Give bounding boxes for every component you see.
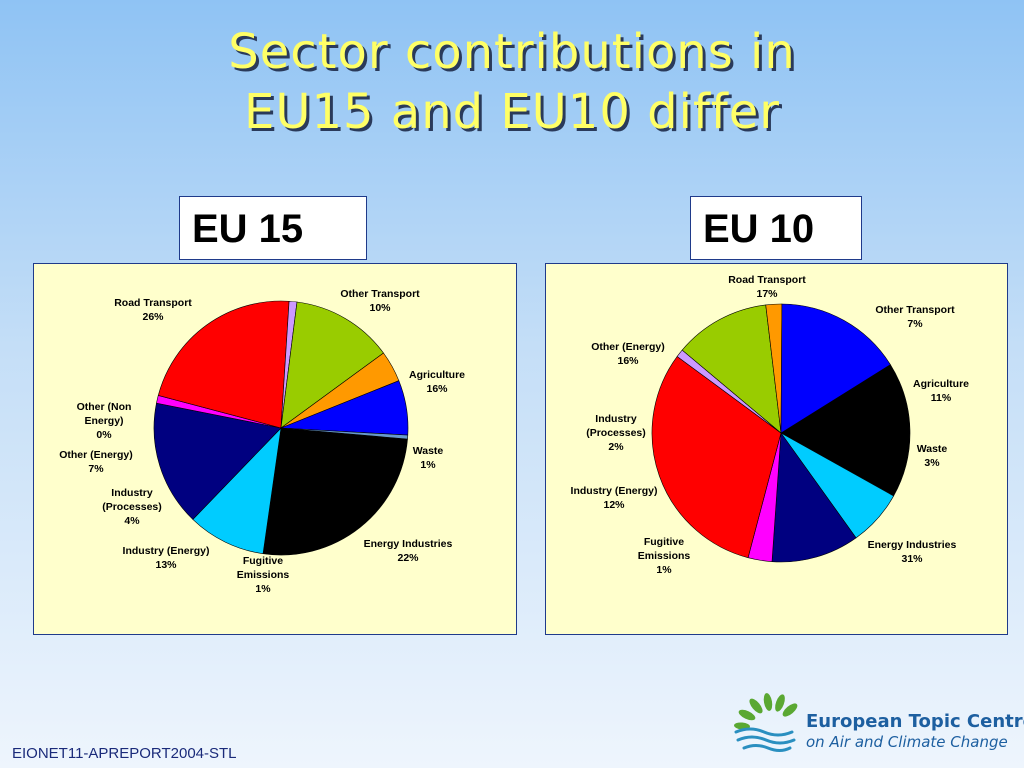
etc-logo-text: European Topic Centre on Air and Climate…	[806, 712, 1024, 752]
leaf-fan-water-icon	[734, 693, 798, 752]
eu10-value-label: 1%	[656, 564, 672, 576]
eu15-value-label: 0%	[96, 429, 112, 441]
eu15-slice-energy-industries	[157, 300, 290, 429]
eu10-label-industry-processes: Industry (Processes) 2%	[586, 413, 646, 453]
eu10-category-label: Agriculture	[913, 378, 969, 390]
eu10-label-industry-energy: Industry (Energy) 12%	[571, 485, 658, 511]
eu15-slice-other-non-energy	[280, 427, 409, 440]
eu10-slice-road-transport	[780, 364, 911, 497]
eu15-value-label: 13%	[155, 559, 177, 571]
eu15-category-label: Emissions	[237, 569, 290, 581]
eu15-value-label: 4%	[124, 515, 140, 527]
eu10-value-label: 16%	[617, 355, 639, 367]
eu10-category-label: Other Transport	[875, 304, 955, 316]
eu10-label-other-energy: Other (Energy) 16%	[591, 341, 665, 367]
eu15-label-energy-industries: Energy Industries 22%	[364, 538, 453, 564]
eu10-category-label: (Processes)	[586, 427, 646, 439]
eu10-category-label: Road Transport	[728, 274, 806, 286]
eu10-slice-energy-industries	[651, 356, 782, 559]
eu10-chart-panel: Road Transport 17% Other Transport 7% Agricu…	[545, 263, 1008, 635]
eu10-title: EU 10	[703, 207, 815, 251]
eu10-value-label: 3%	[924, 457, 940, 469]
eu15-category-label: (Processes)	[102, 501, 162, 513]
eu15-label-other-energy: Other (Energy) 7%	[59, 449, 133, 475]
eu10-value-label: 12%	[603, 499, 625, 511]
eu15-category-label: Industry	[111, 487, 153, 499]
eu15-chart-panel: Road Transport 26% Other Transport 10% Agric…	[33, 263, 517, 635]
eu15-slice-industry-energy	[280, 301, 384, 429]
eu10-label-waste: Waste 3%	[917, 443, 948, 469]
eu15-title: EU 15	[192, 207, 304, 251]
eu10-category-label: Other (Energy)	[591, 341, 665, 353]
eu15-category-label: Energy Industries	[364, 538, 453, 550]
eu10-category-label: Emissions	[638, 550, 691, 562]
eu15-category-label: Energy)	[84, 415, 123, 427]
eu15-value-label: 7%	[88, 463, 104, 475]
eu15-label-road-transport: Road Transport 26%	[114, 297, 192, 323]
eu15-category-label: Other (Energy)	[59, 449, 133, 461]
eu15-label-waste: Waste 1%	[413, 445, 444, 471]
eu15-slice-agriculture	[153, 402, 282, 520]
eu15-value-label: 26%	[142, 311, 164, 323]
eu10-category-label: Waste	[917, 443, 948, 455]
slide-title: Sector contributions in EU15 and EU10 di…	[0, 22, 1024, 142]
eu10-category-label: Industry	[595, 413, 637, 425]
eu10-label-road-transport: Road Transport 17%	[728, 274, 806, 300]
eu10-label-fugitive-emissions: Fugitive Emissions 1%	[638, 536, 691, 576]
eu10-pie-chart: Road Transport 17% Other Transport 7% Agricu…	[571, 274, 970, 576]
eu15-category-label: Other Transport	[340, 288, 420, 300]
eu15-label-industry-processes: Industry (Processes) 4%	[102, 487, 162, 527]
eu15-category-label: Agriculture	[409, 369, 465, 381]
logo-line2: on Air and Climate Change	[806, 733, 1008, 751]
eu10-category-label: Industry (Energy)	[571, 485, 658, 497]
eu15-value-label: 16%	[426, 383, 448, 395]
eu15-label-other-non-energy: Other (Non Energy) 0%	[77, 401, 132, 441]
eu15-category-label: Road Transport	[114, 297, 192, 309]
eu15-value-label: 22%	[397, 552, 419, 564]
eu10-value-label: 17%	[756, 288, 778, 300]
eu15-slice-other-transport	[192, 427, 282, 555]
eu10-slice-other-energy	[780, 303, 891, 434]
eu15-label-other-transport: Other Transport 10%	[340, 288, 420, 314]
eu10-slice-industry-energy	[681, 304, 782, 434]
eu10-label-other-transport: Other Transport 7%	[875, 304, 955, 330]
eu15-category-label: Other (Non	[77, 401, 132, 413]
eu15-value-label: 1%	[255, 583, 271, 595]
slide-title-line2: EU15 and EU10 differ	[243, 84, 781, 140]
eu15-slice-road-transport	[262, 427, 408, 556]
eu10-label-energy-industries: Energy Industries 31%	[868, 539, 957, 565]
eu10-category-label: Energy Industries	[868, 539, 957, 551]
eu15-label-agriculture: Agriculture 16%	[409, 369, 465, 395]
eu15-value-label: 10%	[369, 302, 391, 314]
eu10-label-agriculture: Agriculture 11%	[913, 378, 969, 404]
eu10-category-label: Fugitive	[644, 536, 684, 548]
slide-title-line1: Sector contributions in	[228, 24, 796, 80]
eu15-title-box: EU 15	[179, 196, 367, 260]
eu15-label-fugitive-emissions: Fugitive Emissions 1%	[237, 555, 290, 595]
eu15-label-industry-energy: Industry (Energy) 13%	[123, 545, 210, 571]
eu15-category-label: Industry (Energy)	[123, 545, 210, 557]
eu15-value-label: 1%	[420, 459, 436, 471]
eu10-value-label: 2%	[608, 441, 624, 453]
eu10-value-label: 7%	[907, 318, 923, 330]
eu10-title-box: EU 10	[690, 196, 862, 260]
footer-reference: EIONET11-APREPORT2004-STL	[12, 745, 237, 762]
eu10-value-label: 11%	[931, 392, 952, 404]
eu10-slice-agriculture	[771, 432, 857, 563]
eu15-pie-chart: Road Transport 26% Other Transport 10% Agric…	[59, 288, 465, 595]
eu15-category-label: Fugitive	[243, 555, 283, 567]
eu10-value-label: 31%	[901, 553, 923, 565]
logo-line1: European Topic Centre	[806, 711, 1024, 732]
eu15-category-label: Waste	[413, 445, 444, 457]
